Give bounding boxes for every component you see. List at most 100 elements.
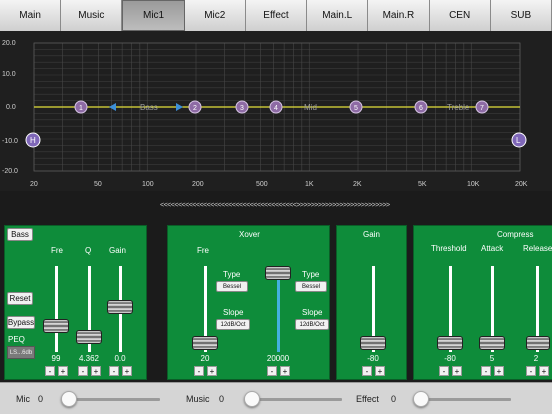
eq-band-4[interactable]: 4: [269, 100, 283, 114]
attack-knob[interactable]: [479, 336, 505, 350]
x-label-50: 50: [94, 181, 102, 188]
reset-button[interactable]: Reset: [7, 292, 33, 305]
compress-panel: Compress Threshold Attack Release -80 - …: [413, 225, 552, 380]
mic-volume-slider[interactable]: [62, 398, 160, 401]
release-plus-button[interactable]: +: [539, 366, 549, 376]
bass-left-arrow-icon[interactable]: [109, 103, 116, 111]
peq-gain-minus-button[interactable]: -: [109, 366, 119, 376]
highpass-marker[interactable]: H: [25, 132, 41, 148]
y-label-neg20: -20.0: [2, 168, 18, 175]
music-volume-slider[interactable]: [246, 398, 342, 401]
xover-high-value: 20000: [266, 354, 290, 363]
gain-slider[interactable]: [372, 266, 375, 352]
threshold-knob[interactable]: [437, 336, 463, 350]
mid-region-label: Mid: [304, 103, 317, 112]
tab-mic1[interactable]: Mic1: [122, 0, 185, 31]
xover-low-minus-button[interactable]: -: [194, 366, 204, 376]
release-slider[interactable]: [536, 266, 539, 352]
gain-plus-button[interactable]: +: [375, 366, 385, 376]
x-label-100: 100: [142, 181, 154, 188]
threshold-plus-button[interactable]: +: [452, 366, 462, 376]
xover-right-type-label: Type: [302, 270, 320, 279]
attack-minus-button[interactable]: -: [481, 366, 491, 376]
peq-fre-slider[interactable]: [55, 266, 58, 352]
x-label-5k: 5K: [418, 181, 427, 188]
svg-text:L: L: [516, 136, 521, 145]
tab-main-r[interactable]: Main.R: [368, 0, 430, 31]
threshold-minus-button[interactable]: -: [439, 366, 449, 376]
peq-q-knob[interactable]: [76, 330, 102, 344]
peq-fre-plus-button[interactable]: +: [58, 366, 68, 376]
peq-fre-value: 99: [51, 354, 61, 363]
peq-q-plus-button[interactable]: +: [91, 366, 101, 376]
xover-panel: Xover Fre Type Bessel Slope 12dB/Oct Typ…: [167, 225, 330, 380]
xover-left-type-label: Type: [223, 270, 241, 279]
xover-right-type-button[interactable]: Bessel: [295, 281, 327, 292]
peq-fre-minus-button[interactable]: -: [45, 366, 55, 376]
eq-band-5[interactable]: 5: [349, 100, 363, 114]
xover-low-knob[interactable]: [192, 336, 218, 350]
eq-band-6[interactable]: 6: [414, 100, 428, 114]
attack-plus-button[interactable]: +: [494, 366, 504, 376]
peq-q-slider[interactable]: [88, 266, 91, 352]
music-volume-knob[interactable]: [244, 391, 260, 407]
x-label-2k: 2K: [353, 181, 362, 188]
tab-main-l[interactable]: Main.L: [307, 0, 369, 31]
xover-low-plus-button[interactable]: +: [207, 366, 217, 376]
eq-band-7[interactable]: 7: [475, 100, 489, 114]
peq-q-label: Q: [85, 246, 92, 255]
xover-right-slope-button[interactable]: 12dB/Oct: [295, 319, 329, 330]
attack-slider[interactable]: [491, 266, 494, 352]
tab-sub[interactable]: SUB: [490, 0, 552, 31]
tab-music[interactable]: Music: [61, 0, 123, 31]
treble-region-label: Treble: [447, 103, 470, 112]
gain-minus-button[interactable]: -: [362, 366, 372, 376]
bass-region-label: Bass: [140, 103, 158, 112]
svg-text:4: 4: [274, 105, 278, 112]
xover-left-type-button[interactable]: Bessel: [216, 281, 248, 292]
peq-gain-knob[interactable]: [107, 300, 133, 314]
peq-panel: Bass Fre Q Gain Reset Bypass PEQ LS...6d…: [4, 225, 147, 380]
eq-band-1[interactable]: 1: [74, 100, 88, 114]
xover-high-minus-button[interactable]: -: [267, 366, 277, 376]
threshold-label: Threshold: [431, 244, 467, 253]
bass-button[interactable]: Bass: [7, 228, 33, 241]
gain-knob[interactable]: [360, 336, 386, 350]
xover-left-slope-label: Slope: [223, 308, 244, 317]
xover-high-slider[interactable]: [277, 266, 280, 352]
svg-text:5: 5: [354, 105, 358, 112]
threshold-slider[interactable]: [449, 266, 452, 352]
tab-effect[interactable]: Effect: [245, 0, 308, 31]
tab-main[interactable]: Main: [0, 0, 62, 31]
xover-left-slope-button[interactable]: 12dB/Oct: [216, 319, 250, 330]
svg-text:1: 1: [79, 105, 83, 112]
xover-low-slider[interactable]: [204, 266, 207, 352]
eq-graph[interactable]: 20.0 10.0 0.0 -10.0 -20.0 20 50 100 200 …: [0, 31, 552, 191]
effect-volume-slider[interactable]: [415, 398, 511, 401]
tab-mic2[interactable]: Mic2: [184, 0, 246, 31]
bypass-button[interactable]: Bypass: [7, 316, 35, 329]
peq-q-minus-button[interactable]: -: [78, 366, 88, 376]
peq-preset-button[interactable]: LS...6db: [7, 346, 35, 359]
release-minus-button[interactable]: -: [526, 366, 536, 376]
svg-text:H: H: [30, 136, 36, 145]
eq-band-3[interactable]: 3: [235, 100, 249, 114]
xover-high-knob[interactable]: [265, 266, 291, 280]
threshold-value: -80: [444, 354, 456, 363]
tab-cen[interactable]: CEN: [429, 0, 491, 31]
svg-text:7: 7: [480, 105, 484, 112]
eq-band-2[interactable]: 2: [188, 100, 202, 114]
lowpass-marker[interactable]: L: [511, 132, 527, 148]
xover-high-plus-button[interactable]: +: [280, 366, 290, 376]
effect-volume-value: 0: [391, 394, 397, 404]
svg-text:3: 3: [240, 105, 244, 112]
mic-volume-knob[interactable]: [61, 391, 77, 407]
peq-gain-plus-button[interactable]: +: [122, 366, 132, 376]
bass-right-arrow-icon[interactable]: [176, 103, 183, 111]
release-knob[interactable]: [526, 336, 550, 350]
peq-fre-knob[interactable]: [43, 319, 69, 333]
page-scroll-indicator[interactable]: <<<<<<<<<<<<<<<<<<<<<<<<<<<<<<<<<<<<<<>>…: [160, 202, 390, 209]
xover-title: Xover: [239, 230, 260, 239]
effect-volume-knob[interactable]: [413, 391, 429, 407]
xover-high-fill: [277, 272, 280, 352]
